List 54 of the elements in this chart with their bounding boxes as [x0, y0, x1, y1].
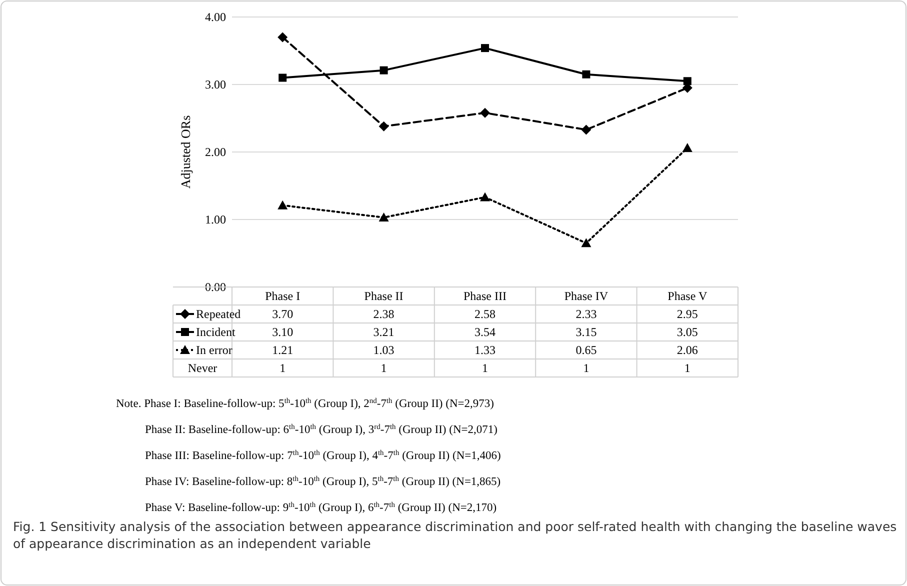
- text: 1: [280, 361, 286, 375]
- x-tick-label: Phase IV: [564, 289, 608, 303]
- x-tick-label: Phase III: [464, 289, 506, 303]
- data-label: 3.05: [676, 325, 698, 339]
- point: [278, 74, 287, 82]
- data-label: 0.65: [576, 343, 597, 357]
- point: [481, 44, 489, 52]
- point: [581, 238, 592, 248]
- point: [581, 124, 592, 135]
- legend-label: Never: [188, 361, 218, 375]
- x-tick-label: Phase II: [364, 289, 404, 303]
- data-label: 3.70: [272, 307, 294, 321]
- y-axis-title: Adjusted ORs: [178, 115, 193, 189]
- data-label: 3.15: [576, 325, 597, 339]
- text: 1: [482, 361, 488, 375]
- point: [682, 142, 692, 152]
- data-label: 3.21: [373, 325, 394, 339]
- x-tick-label: Phase V: [668, 289, 708, 303]
- y-tick-label: 3.00: [205, 78, 226, 92]
- point: [378, 212, 389, 222]
- y-tick-label: 2.00: [205, 145, 226, 159]
- point: [278, 32, 288, 42]
- point: [480, 192, 490, 202]
- point: [582, 70, 590, 78]
- data-label: 2.33: [576, 307, 597, 321]
- point: [378, 121, 389, 132]
- text: 1: [380, 361, 387, 375]
- text: 1: [583, 361, 590, 375]
- data-label: 3.10: [272, 325, 294, 339]
- data-label: 1.03: [373, 343, 394, 357]
- point: [380, 66, 388, 74]
- data-label: 1.33: [474, 343, 496, 357]
- legend-label: In error: [196, 343, 232, 357]
- data-label: 3.54: [474, 325, 496, 339]
- data-label: 2.95: [676, 307, 698, 321]
- x-tick-label: Phase I: [265, 289, 300, 303]
- data-label: 1.21: [272, 343, 294, 357]
- text: Phase II: Baseline-follow-up: 6$^{th}$-10$^{th}$ (Group I), 3$^{rd}$-7$^{th}$ (Group II) (N=2,071): [145, 422, 498, 436]
- text: Note. Phase I: Baseline-follow-up: 5$^{th}$-10$^{th}$ (Group I), 2$^{nd}$-7$^{th}$ (Group II) (N=2,973): [116, 396, 494, 410]
- text: Phase IV: Baseline-follow-up: 8$^{th}$-10$^{th}$ (Group I), 5$^{th}$-7$^{th}$ (Group II) (N=1,865): [145, 474, 501, 488]
- data-label: 2.06: [676, 343, 698, 357]
- text: Phase III: Baseline-follow-up: 7$^{th}$-10$^{th}$ (Group I), 4$^{th}$-7$^{th}$ (Group II) (N=1,406): [145, 448, 501, 462]
- y-tick-label: 1.00: [205, 212, 226, 226]
- caption: Fig. 1 Sensitivity analysis of the association between appearance discrimination and poor self-rated health with changing the baseline waves of appearance discrimination as an independent variable: [13, 519, 897, 551]
- legend-label: Repeated: [196, 307, 241, 321]
- data-label: 2.58: [474, 307, 496, 321]
- data-label: 2.38: [373, 307, 394, 321]
- point: [480, 108, 490, 118]
- y-tick-label: 4.00: [205, 10, 226, 24]
- point: [278, 200, 288, 210]
- text: Phase V: Baseline-follow-up: 9$^{th}$-10$^{th}$ (Group I), 6$^{th}$-7$^{th}$ (Group II) (N=2,170): [145, 500, 497, 514]
- text: 1: [684, 361, 690, 375]
- legend-label: Incident: [196, 325, 236, 339]
- point: [683, 77, 692, 86]
